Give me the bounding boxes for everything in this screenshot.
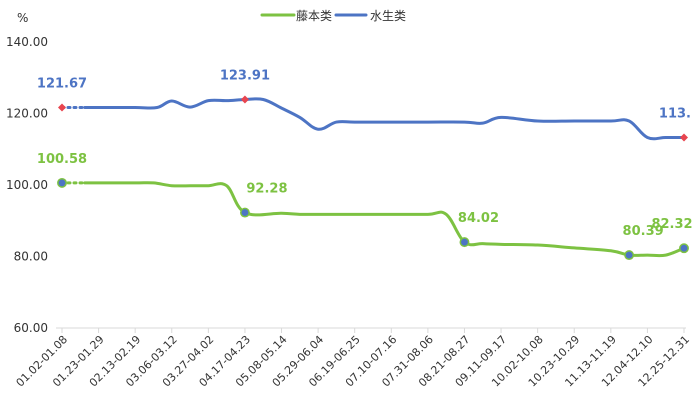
legend: 藤本类 水生类: [260, 9, 406, 23]
series-1-marker[interactable]: [679, 243, 689, 254]
series-2-line[interactable]: [83, 97, 686, 141]
y-unit-label: %: [17, 11, 28, 25]
y-tick-label: 120.00: [6, 107, 48, 121]
series-2-marker[interactable]: [58, 103, 66, 112]
series-2-data-label: 113.29: [659, 106, 692, 121]
legend-label-series-1: 藤本类: [296, 9, 332, 23]
y-axis: 60.00 80.00 100.00 120.00 140.00: [6, 35, 48, 335]
series-layer: [57, 95, 689, 261]
legend-label-series-2: 水生类: [370, 9, 406, 23]
series-1-data-label: 100.58: [37, 152, 87, 167]
x-axis: 01.02-01.0801.23-01.2902.13-02.1903.06-0…: [14, 327, 692, 389]
series-1-data-label: 84.02: [458, 211, 499, 226]
series-1-data-label: 82.32: [651, 217, 692, 232]
series-1-marker[interactable]: [624, 250, 635, 261]
y-tick-label: 60.00: [14, 321, 48, 335]
y-tick-label: 80.00: [14, 250, 48, 264]
series-2-marker[interactable]: [680, 133, 688, 142]
y-tick-label: 100.00: [6, 178, 48, 192]
series-1-line[interactable]: [83, 181, 686, 258]
y-tick-label: 140.00: [6, 35, 48, 49]
series-2-data-label: 121.67: [37, 77, 87, 92]
legend-item-series-1[interactable]: 藤本类: [260, 9, 332, 23]
series-1-data-label: 92.28: [246, 182, 287, 197]
series-1-data-label: 80.39: [623, 224, 664, 239]
series-1-marker[interactable]: [459, 237, 470, 248]
series-2-data-label: 123.91: [220, 69, 270, 84]
series-2-marker[interactable]: [240, 95, 249, 104]
legend-item-series-2[interactable]: 水生类: [334, 9, 406, 23]
series-1-marker[interactable]: [239, 207, 250, 218]
series-1-marker[interactable]: [57, 177, 67, 188]
